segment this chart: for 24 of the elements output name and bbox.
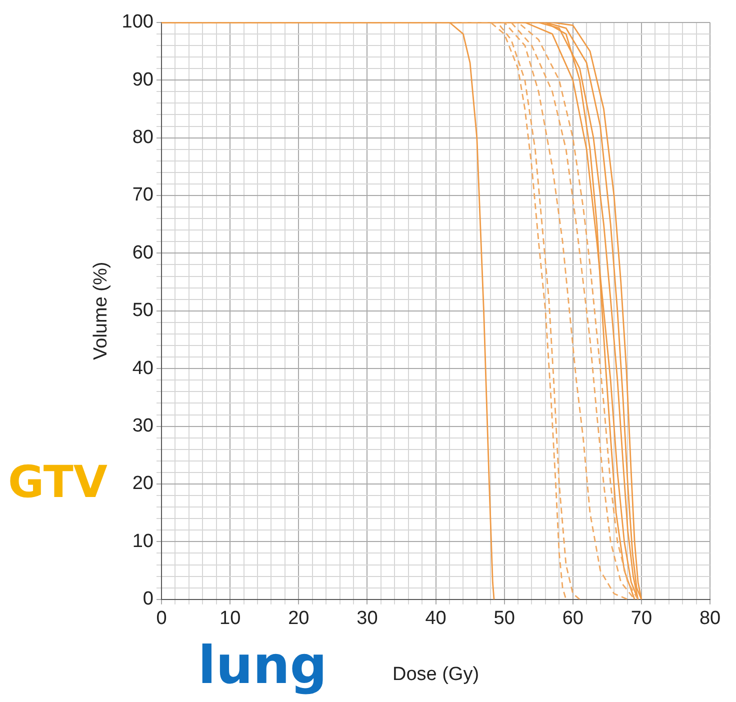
y-tick-label: 70 <box>132 184 154 206</box>
x-tick-label: 40 <box>425 608 446 630</box>
x-axis-title: Dose (Gy) <box>392 664 480 685</box>
text: GTV <box>8 456 108 510</box>
y-tick-label: 40 <box>132 358 154 379</box>
x-tick-label: 20 <box>288 608 310 630</box>
x-tick-label: 10 <box>219 608 241 630</box>
y-axis-title: Volume (%) <box>90 262 112 360</box>
x-tick-label: 0 <box>156 608 167 630</box>
x-tick-label: 30 <box>356 608 378 630</box>
y-tick-label: 0 <box>142 588 154 610</box>
x-tick-label: 50 <box>494 608 515 630</box>
y-tick-label: 50 <box>132 300 154 322</box>
y-tick-label: 80 <box>132 127 154 148</box>
y-tick-label: 20 <box>132 473 154 494</box>
text: lung <box>198 636 328 696</box>
y-tick-label: 10 <box>132 530 154 552</box>
x-tick-label: 70 <box>630 608 652 630</box>
x-tick-label: 60 <box>562 608 584 630</box>
y-tick-label: 30 <box>132 416 154 437</box>
y-tick-label: 90 <box>132 69 154 90</box>
y-tick-label: 60 <box>132 242 154 264</box>
x-tick-label: 80 <box>699 608 721 630</box>
y-tick-label: 100 <box>122 12 154 33</box>
